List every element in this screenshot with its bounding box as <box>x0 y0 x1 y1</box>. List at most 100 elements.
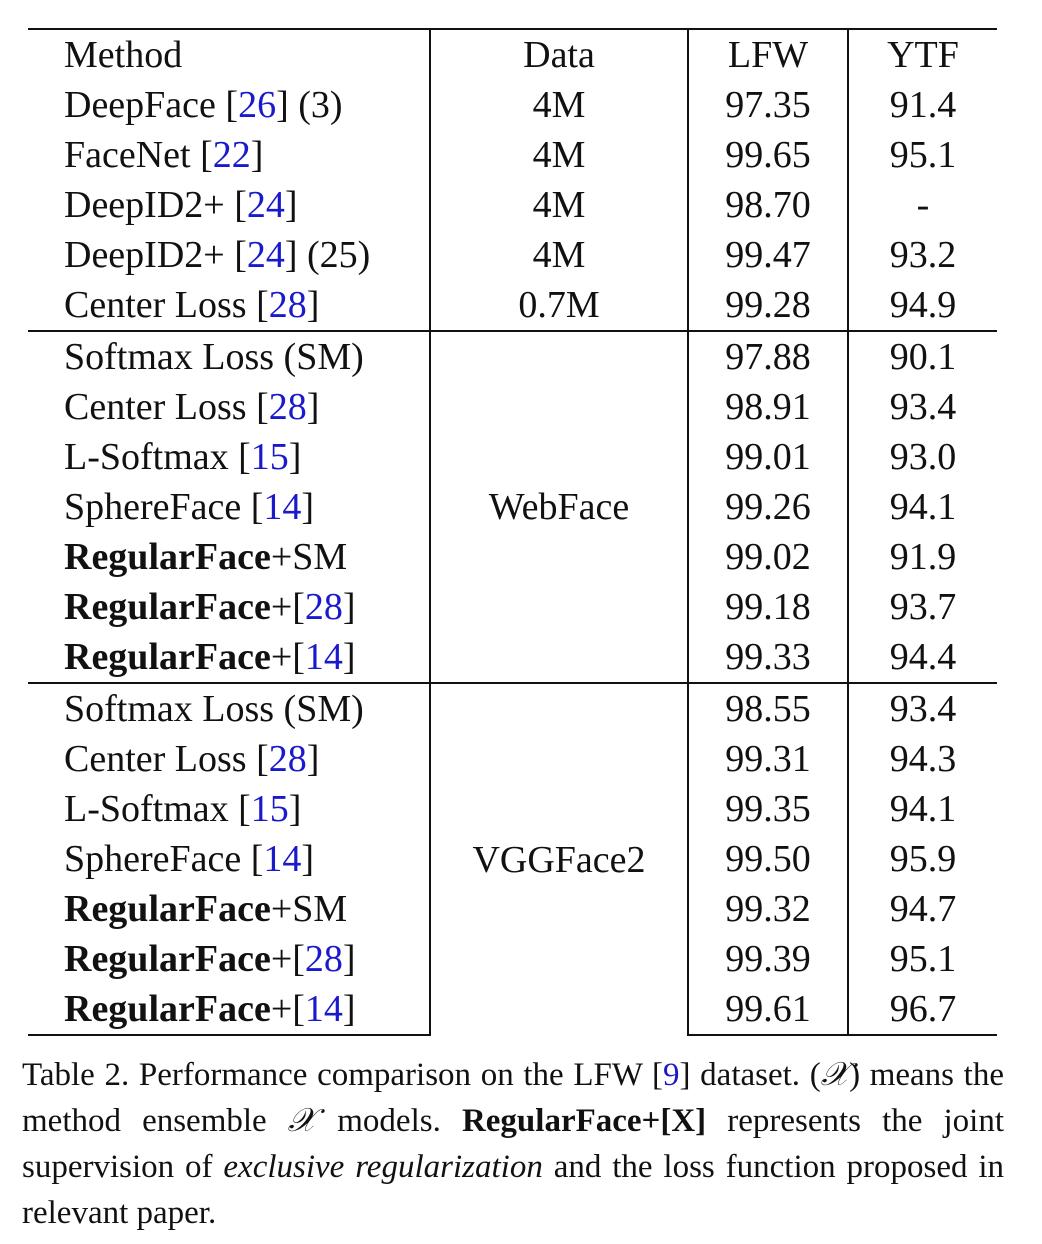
citation-link[interactable]: 28 <box>268 284 307 326</box>
method-cell: Center Loss [28] <box>28 734 430 784</box>
citation-bracket: ] <box>306 386 320 428</box>
citation-link[interactable]: 24 <box>246 184 285 226</box>
lfw-cell: 99.61 <box>687 984 848 1036</box>
method-name: Center Loss <box>64 284 247 326</box>
citation-link[interactable]: 14 <box>263 838 302 880</box>
table-row: RegularFace+[14] 99.61 96.7 <box>28 984 997 1036</box>
lfw-cell: 99.33 <box>687 632 848 683</box>
citation-link[interactable]: 15 <box>250 788 289 830</box>
lfw-cell: 99.01 <box>687 432 848 482</box>
table-row: DeepID2+ [24] (25) 4M 99.47 93.2 <box>28 230 997 280</box>
method-name-bold: RegularFace <box>64 988 271 1030</box>
citation-bracket: [ <box>228 788 251 830</box>
caption-text-1: Table 2. Performance comparison on the L… <box>22 1057 664 1093</box>
lfw-cell: 99.39 <box>687 934 848 984</box>
citation-link[interactable]: 14 <box>304 636 343 678</box>
caption-citation[interactable]: 9 <box>663 1057 680 1093</box>
lfw-cell: 99.32 <box>687 884 848 934</box>
citation-bracket: ] <box>342 586 356 628</box>
method-name-bold: RegularFace <box>64 586 271 628</box>
citation-link[interactable]: 28 <box>304 586 343 628</box>
citation-link[interactable]: 14 <box>263 486 302 528</box>
citation-bracket: ] <box>342 636 356 678</box>
lfw-cell: 97.35 <box>687 80 848 130</box>
data-cell: VGGFace2 <box>429 682 688 1035</box>
lfw-cell: 99.28 <box>687 280 848 331</box>
citation-bracket: ] <box>306 284 320 326</box>
method-cell: L-Softmax [15] <box>28 432 430 482</box>
data-cell: 4M <box>429 180 688 230</box>
data-cell: 4M <box>429 130 688 180</box>
table-row: RegularFace+SM 99.02 91.9 <box>28 532 997 582</box>
ytf-cell: 93.2 <box>847 230 997 280</box>
citation-bracket: ] <box>288 436 302 478</box>
ytf-cell: - <box>847 180 997 230</box>
method-name-bold: RegularFace <box>64 536 271 578</box>
citation-link[interactable]: 28 <box>268 386 307 428</box>
ytf-cell: 91.4 <box>847 80 997 130</box>
citation-bracket: ] <box>250 134 264 176</box>
lfw-cell: 99.26 <box>687 482 848 532</box>
ensemble-count: (3) <box>288 84 343 126</box>
ytf-cell: 94.1 <box>847 482 997 532</box>
citation-link[interactable]: 14 <box>304 988 343 1030</box>
caption-text-4: models. <box>316 1103 462 1139</box>
method-cell: RegularFace+SM <box>28 884 430 934</box>
table-body: DeepFace [26] (3) 4M 97.35 91.4 FaceNet [22]… <box>28 80 997 1036</box>
method-cell: RegularFace+[28] <box>28 934 430 984</box>
data-cell: 4M <box>429 80 688 130</box>
method-name: Softmax Loss (SM) <box>64 336 364 378</box>
ensemble-count: (25) <box>297 234 371 276</box>
lfw-cell: 98.91 <box>687 382 848 432</box>
method-cell: L-Softmax [15] <box>28 784 430 834</box>
method-name: FaceNet <box>64 134 191 176</box>
caption-text-2: ] dataset. ( <box>679 1057 821 1093</box>
method-name: SphereFace <box>64 486 242 528</box>
method-cell: RegularFace+SM <box>28 532 430 582</box>
ytf-cell: 91.9 <box>847 532 997 582</box>
lfw-cell: 99.50 <box>687 834 848 884</box>
citation-bracket: [ <box>228 436 251 478</box>
table-row: RegularFace+[28] 99.18 93.7 <box>28 582 997 632</box>
ytf-cell: 94.3 <box>847 734 997 784</box>
citation-link[interactable]: 24 <box>246 234 285 276</box>
ytf-cell: 93.7 <box>847 582 997 632</box>
table-row: SphereFace [14] 99.50 95.9 <box>28 834 997 884</box>
method-name-bold: RegularFace <box>64 636 271 678</box>
ytf-cell: 94.4 <box>847 632 997 683</box>
citation-bracket: [ <box>224 234 247 276</box>
method-name-bold: RegularFace <box>64 938 271 980</box>
table-row: DeepID2+ [24] 4M 98.70- <box>28 180 997 230</box>
citation-bracket: [ <box>246 386 269 428</box>
table-row: SphereFace [14] 99.26 94.1 <box>28 482 997 532</box>
citation-link[interactable]: 28 <box>268 738 307 780</box>
lfw-cell: 98.55 <box>687 682 848 734</box>
method-name-rest: +[ <box>270 636 305 678</box>
method-name-rest: +SM <box>270 536 348 578</box>
method-cell: Softmax Loss (SM) <box>28 330 430 382</box>
lfw-cell: 99.31 <box>687 734 848 784</box>
caption-text-3: ) means the method ensemble <box>22 1057 1004 1139</box>
method-cell: Center Loss [28] <box>28 382 430 432</box>
citation-bracket: ] <box>284 234 298 276</box>
citation-link[interactable]: 26 <box>238 84 277 126</box>
ytf-cell: 95.9 <box>847 834 997 884</box>
citation-link[interactable]: 22 <box>212 134 251 176</box>
citation-link[interactable]: 28 <box>304 938 343 980</box>
table-row: Center Loss [28] 98.91 93.4 <box>28 382 997 432</box>
citation-link[interactable]: 15 <box>250 436 289 478</box>
caption-italic-term: exclusive regularization <box>223 1149 543 1185</box>
method-name: DeepID2+ <box>64 184 225 226</box>
citation-bracket: ] <box>301 838 315 880</box>
citation-bracket: [ <box>241 838 264 880</box>
citation-bracket: [ <box>224 184 247 226</box>
method-cell: Center Loss [28] <box>28 280 430 331</box>
caption-bold-term: RegularFace+[X] <box>461 1103 707 1139</box>
method-cell: RegularFace+[28] <box>28 582 430 632</box>
data-cell: WebFace <box>429 330 688 683</box>
method-name: L-Softmax <box>64 788 229 830</box>
method-name: Softmax Loss (SM) <box>64 688 364 730</box>
header-lfw: LFW <box>687 28 848 80</box>
citation-bracket: ] <box>288 788 302 830</box>
